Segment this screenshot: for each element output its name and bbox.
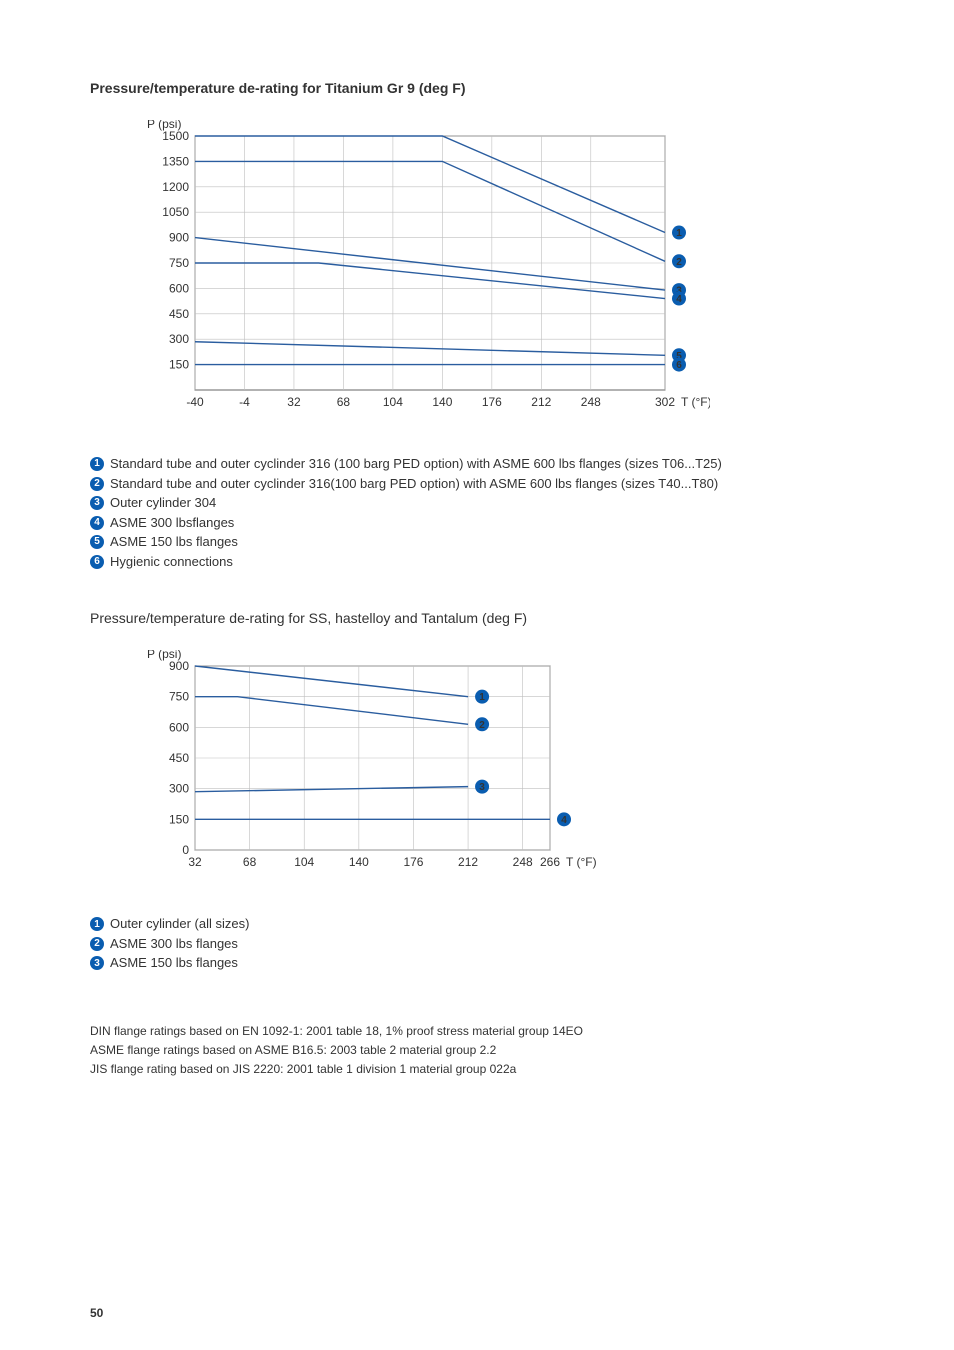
svg-text:212: 212	[458, 855, 478, 869]
svg-text:T (°F): T (°F)	[566, 855, 597, 869]
svg-text:1: 1	[479, 692, 485, 703]
legend-item: 2 ASME 300 lbs flanges	[90, 935, 864, 953]
svg-text:68: 68	[337, 395, 351, 409]
svg-text:104: 104	[294, 855, 314, 869]
svg-text:176: 176	[482, 395, 502, 409]
svg-text:4: 4	[676, 294, 682, 305]
legend-item: 3 ASME 150 lbs flanges	[90, 954, 864, 972]
legend-text: Hygienic connections	[110, 553, 233, 571]
svg-text:248: 248	[513, 855, 533, 869]
svg-text:600: 600	[169, 721, 189, 735]
svg-text:300: 300	[169, 332, 189, 346]
chart2-title: Pressure/temperature de-rating for SS, h…	[90, 610, 864, 626]
svg-text:P (psi): P (psi)	[147, 650, 181, 661]
svg-text:1200: 1200	[162, 180, 189, 194]
svg-text:900: 900	[169, 659, 189, 673]
svg-text:450: 450	[169, 307, 189, 321]
svg-text:-4: -4	[239, 395, 250, 409]
svg-text:3: 3	[479, 782, 485, 793]
legend-item: 5 ASME 150 lbs flanges	[90, 533, 864, 551]
legend-item: 3 Outer cylinder 304	[90, 494, 864, 512]
svg-text:32: 32	[287, 395, 301, 409]
legend-bullet: 1	[90, 457, 104, 471]
svg-text:1500: 1500	[162, 129, 189, 143]
legend-item: 1 Standard tube and outer cyclinder 316 (…	[90, 455, 864, 473]
svg-text:600: 600	[169, 281, 189, 295]
svg-text:1050: 1050	[162, 205, 189, 219]
svg-text:68: 68	[243, 855, 257, 869]
chart1-legend: 1 Standard tube and outer cyclinder 316 (…	[90, 455, 864, 570]
svg-text:32: 32	[188, 855, 202, 869]
footnote-line: ASME flange ratings based on ASME B16.5:…	[90, 1041, 864, 1060]
svg-text:104: 104	[383, 395, 403, 409]
legend-bullet: 6	[90, 555, 104, 569]
svg-text:750: 750	[169, 690, 189, 704]
footnote-line: DIN flange ratings based on EN 1092-1: 2…	[90, 1022, 864, 1041]
legend-text: Outer cylinder 304	[110, 494, 216, 512]
svg-text:6: 6	[676, 360, 682, 371]
svg-text:1350: 1350	[162, 154, 189, 168]
svg-text:P (psi): P (psi)	[147, 120, 181, 131]
svg-text:4: 4	[561, 815, 567, 826]
chart2-legend: 1 Outer cylinder (all sizes) 2 ASME 300 lbs…	[90, 915, 864, 972]
svg-text:150: 150	[169, 813, 189, 827]
legend-bullet: 1	[90, 917, 104, 931]
page-number: 50	[90, 1306, 103, 1320]
chart2: 3268104140176212248266015030045060075090…	[90, 650, 864, 885]
legend-text: ASME 150 lbs flanges	[110, 954, 238, 972]
svg-text:0: 0	[182, 843, 189, 857]
legend-text: Outer cylinder (all sizes)	[110, 915, 249, 933]
legend-item: 1 Outer cylinder (all sizes)	[90, 915, 864, 933]
legend-bullet: 3	[90, 496, 104, 510]
legend-bullet: 5	[90, 535, 104, 549]
svg-text:750: 750	[169, 256, 189, 270]
legend-bullet: 2	[90, 477, 104, 491]
legend-text: ASME 300 lbsflanges	[110, 514, 234, 532]
svg-text:1: 1	[676, 228, 682, 239]
legend-item: 6 Hygienic connections	[90, 553, 864, 571]
chart1-title: Pressure/temperature de-rating for Titan…	[90, 80, 864, 96]
svg-text:140: 140	[349, 855, 369, 869]
svg-text:302: 302	[655, 395, 675, 409]
svg-text:140: 140	[432, 395, 452, 409]
svg-text:2: 2	[479, 720, 485, 731]
chart1: -40 -4 32 68 104 140 176 212 248 302 150 300 450 600 7…	[90, 120, 864, 425]
legend-text: Standard tube and outer cyclinder 316(10…	[110, 475, 718, 493]
svg-text:212: 212	[531, 395, 551, 409]
legend-text: Standard tube and outer cyclinder 316 (1…	[110, 455, 722, 473]
svg-text:266: 266	[540, 855, 560, 869]
legend-item: 2 Standard tube and outer cyclinder 316(1…	[90, 475, 864, 493]
legend-text: ASME 150 lbs flanges	[110, 533, 238, 551]
svg-text:300: 300	[169, 782, 189, 796]
svg-text:2: 2	[676, 257, 682, 268]
svg-text:-40: -40	[186, 395, 204, 409]
svg-text:450: 450	[169, 751, 189, 765]
svg-text:248: 248	[581, 395, 601, 409]
legend-item: 4 ASME 300 lbsflanges	[90, 514, 864, 532]
svg-text:150: 150	[169, 358, 189, 372]
footnote-line: JIS flange rating based on JIS 2220: 200…	[90, 1060, 864, 1079]
footnotes: DIN flange ratings based on EN 1092-1: 2…	[90, 1022, 864, 1080]
svg-text:900: 900	[169, 231, 189, 245]
legend-text: ASME 300 lbs flanges	[110, 935, 238, 953]
svg-text:T (°F): T (°F)	[681, 395, 710, 409]
legend-bullet: 3	[90, 956, 104, 970]
legend-bullet: 2	[90, 937, 104, 951]
svg-text:176: 176	[403, 855, 423, 869]
legend-bullet: 4	[90, 516, 104, 530]
